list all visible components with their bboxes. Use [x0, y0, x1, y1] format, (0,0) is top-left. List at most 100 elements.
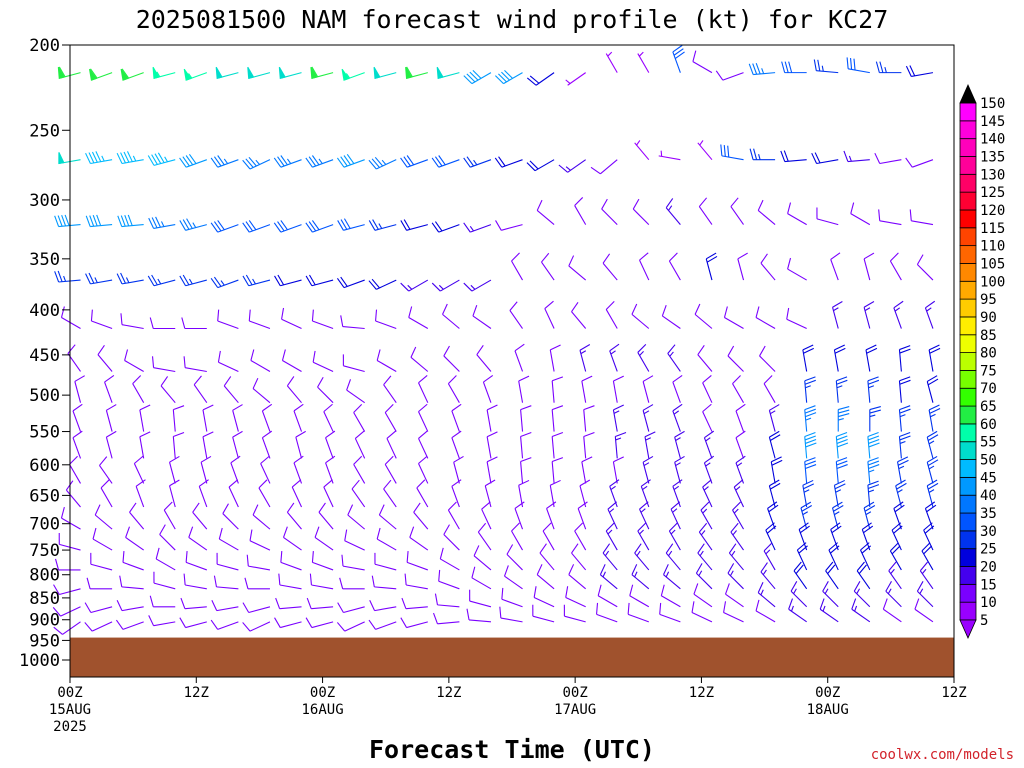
- wind-barb: [200, 455, 212, 484]
- wind-barb: [835, 432, 849, 459]
- wind-barb: [341, 68, 365, 81]
- wind-barb: [558, 159, 586, 173]
- wind-barb: [155, 547, 176, 571]
- wind-barb: [246, 554, 271, 571]
- wind-barb: [54, 270, 81, 283]
- wind-barb: [463, 156, 492, 168]
- wind-barb: [642, 455, 654, 484]
- wind-barb: [891, 522, 903, 551]
- wind-barb: [242, 274, 271, 287]
- wind-barb: [384, 455, 397, 484]
- wind-barb: [344, 529, 365, 551]
- wind-barb: [210, 276, 239, 289]
- wind-barb: [565, 586, 586, 608]
- wind-barb: [581, 456, 593, 484]
- wind-barb: [90, 552, 113, 571]
- wind-barb: [261, 430, 273, 459]
- wind-barb: [539, 543, 555, 571]
- wind-barb: [802, 479, 815, 508]
- colorbar-label: 70: [980, 381, 997, 397]
- wind-barb: [909, 209, 934, 226]
- wind-barb: [105, 430, 117, 459]
- wind-barb: [668, 252, 681, 281]
- wind-barb: [546, 501, 557, 530]
- x-tick-label: 12Z: [184, 685, 209, 701]
- wind-barb: [921, 542, 934, 571]
- colorbar-cell: [959, 387, 977, 407]
- wind-barb: [694, 303, 713, 329]
- wind-barb: [210, 619, 239, 630]
- colorbar-label: 105: [980, 256, 1005, 272]
- wind-barb: [819, 598, 839, 623]
- wind-barb: [310, 66, 334, 80]
- wind-barb: [627, 602, 649, 623]
- wind-barb: [97, 344, 113, 372]
- colorbar-cell: [959, 173, 977, 193]
- wind-barb: [697, 140, 713, 161]
- wind-barb: [802, 344, 815, 372]
- wind-barb: [843, 150, 870, 163]
- x-tick-label: 18AUG: [807, 702, 849, 718]
- colorbar-label: 45: [980, 470, 997, 486]
- wind-barb: [790, 581, 808, 608]
- wind-barb: [905, 65, 934, 77]
- colorbar-label: 80: [980, 346, 997, 362]
- colorbar-label: 85: [980, 328, 997, 344]
- wind-barb: [536, 199, 555, 226]
- wind-barb: [924, 501, 937, 530]
- wind-barb: [506, 544, 523, 571]
- wind-barb: [400, 155, 428, 168]
- wind-barb: [609, 479, 620, 508]
- wind-barb: [703, 455, 715, 484]
- wind-barb: [723, 601, 744, 623]
- wind-barb: [169, 455, 180, 484]
- y-tick-label: 700: [29, 515, 60, 535]
- y-tick-label: 450: [29, 346, 60, 366]
- colorbar-label: 130: [980, 167, 1005, 183]
- wind-barb: [612, 404, 624, 432]
- wind-barb: [185, 550, 207, 571]
- colorbar-label: 110: [980, 239, 1005, 255]
- wind-barb: [250, 349, 271, 372]
- y-tick-label: 750: [29, 541, 60, 561]
- wind-barb: [242, 156, 271, 170]
- wind-barb: [346, 379, 365, 404]
- wind-barb: [286, 502, 302, 530]
- wind-barb: [281, 307, 302, 330]
- wind-barb: [571, 543, 587, 571]
- colorbar-label: 100: [980, 274, 1005, 290]
- wind-barb: [541, 252, 555, 281]
- wind-barb: [481, 501, 492, 530]
- colorbar-label: 145: [980, 114, 1005, 130]
- wind-barb: [804, 432, 817, 459]
- wind-barb: [665, 198, 681, 225]
- wind-barb: [242, 220, 271, 233]
- wind-barb: [825, 561, 839, 590]
- wind-barb: [612, 375, 624, 403]
- wind-barb: [213, 575, 239, 590]
- wind-barb: [409, 526, 429, 551]
- wind-barb: [763, 375, 776, 403]
- wind-barb: [163, 501, 176, 530]
- wind-barb: [549, 479, 561, 508]
- wind-barb: [565, 72, 586, 86]
- wind-barb: [433, 612, 460, 625]
- wind-barb: [376, 349, 397, 372]
- wind-barb: [705, 252, 718, 281]
- wind-barb: [311, 309, 334, 330]
- wind-barb: [889, 252, 902, 281]
- wind-barb: [629, 584, 650, 608]
- wind-barb: [658, 150, 681, 161]
- wind-barb: [780, 150, 807, 163]
- wind-barb: [252, 377, 271, 404]
- x-tick-label: 00Z: [562, 685, 587, 701]
- wind-barb: [875, 61, 902, 74]
- wind-barb: [151, 356, 176, 373]
- wind-barb: [84, 621, 113, 632]
- wind-barb: [92, 527, 113, 551]
- wind-barb: [232, 430, 243, 459]
- wind-barb: [401, 597, 428, 610]
- colorbar-label: 20: [980, 560, 997, 576]
